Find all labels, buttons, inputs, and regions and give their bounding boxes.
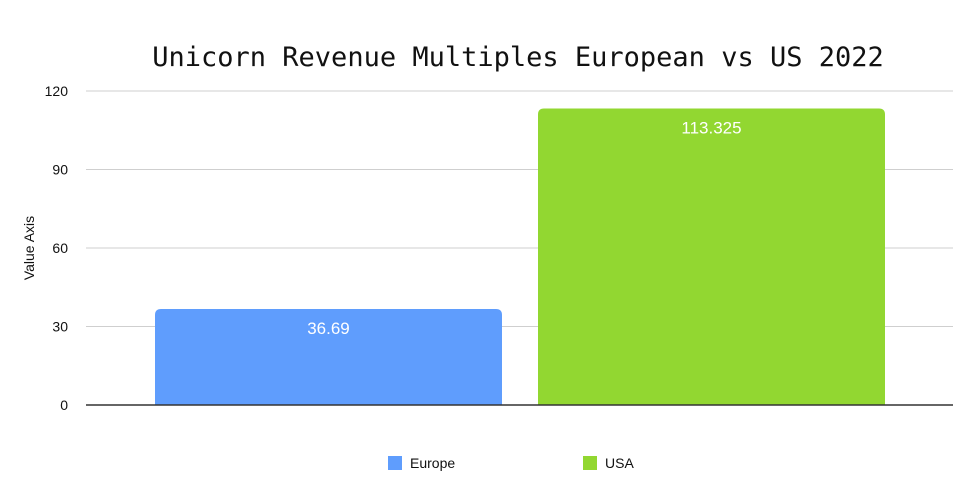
y-tick-label: 90	[52, 162, 68, 178]
legend-swatch-europe	[388, 456, 402, 470]
y-axis-label: Value Axis	[21, 216, 37, 280]
bar-europe	[155, 308, 502, 405]
bar-usa	[538, 108, 885, 405]
y-tick-label: 60	[52, 240, 68, 256]
legend: Europe USA	[388, 455, 634, 471]
y-tick-label: 120	[45, 83, 69, 99]
legend-label-usa: USA	[605, 455, 634, 471]
bars	[155, 108, 885, 405]
legend-label-europe: Europe	[410, 455, 455, 471]
data-labels: 36.69 113.325	[307, 118, 741, 338]
y-tick-labels: 0 30 60 90 120	[45, 83, 69, 413]
y-tick-label: 30	[52, 319, 68, 335]
data-label-usa: 113.325	[681, 118, 741, 137]
legend-swatch-usa	[583, 456, 597, 470]
chart-title: Unicorn Revenue Multiples European vs US…	[152, 42, 884, 73]
data-label-europe: 36.69	[307, 319, 350, 338]
y-tick-label: 0	[60, 397, 68, 413]
